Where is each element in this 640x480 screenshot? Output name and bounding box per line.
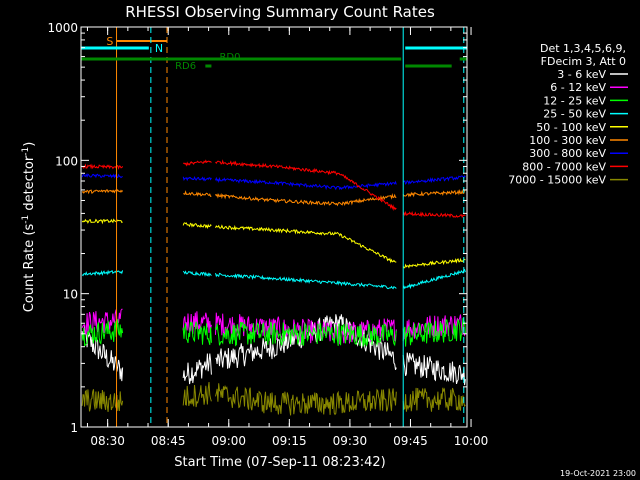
y-label-sup-1: -1	[21, 215, 31, 224]
series-line-4	[182, 270, 212, 278]
y-axis-ticks: 1 10 100 1000	[47, 21, 467, 435]
annotation-overlays: S N RD0 RD6	[81, 27, 467, 427]
series-line-6	[183, 190, 212, 197]
series-line-2	[402, 314, 466, 340]
legend-label-3: 12 - 25 keV	[543, 94, 606, 107]
x-axis-label: Start Time (07-Sep-11 08:23:42)	[174, 455, 385, 470]
series-line-2	[182, 311, 212, 334]
y-tick-label: 1	[70, 421, 78, 435]
series-line-8	[402, 210, 466, 219]
legend-label-8: 800 - 7000 keV	[522, 160, 606, 173]
series-line-1	[81, 325, 124, 382]
y-label-part-1: Count Rate (s	[22, 224, 37, 313]
series-line-3	[81, 319, 124, 347]
series-line-7	[215, 176, 397, 191]
legend-label-9: 7000 - 15000 keV	[508, 174, 606, 187]
legend-label-7: 300 - 800 keV	[529, 147, 606, 160]
chart-title: RHESSI Observing Summary Count Rates	[125, 3, 435, 21]
series-line-7	[403, 175, 466, 186]
rd6-label: RD6	[175, 61, 196, 72]
series-line-5	[402, 257, 466, 269]
series-line-9	[81, 389, 124, 412]
y-tick-label: 1000	[47, 21, 78, 35]
legend-label-4: 25 - 50 keV	[543, 108, 606, 121]
series-line-9	[215, 383, 397, 416]
x-tick-label: 08:30	[90, 434, 125, 448]
y-tick-label: 10	[63, 288, 78, 302]
saa-label: S	[106, 35, 113, 48]
legend-label-1: 3 - 6 keV	[557, 68, 606, 81]
legend-label-6: 100 - 300 keV	[529, 134, 606, 147]
legend-header-line-2: FDecim 3, Att 0	[541, 55, 626, 68]
series-line-4	[215, 272, 397, 290]
x-tick-label: 09:30	[333, 434, 368, 448]
series-line-8	[215, 159, 397, 211]
series-line-6	[81, 188, 124, 195]
series-line-3	[182, 321, 212, 346]
series-line-6	[215, 192, 397, 207]
y-label-sup-2: -1	[21, 147, 31, 156]
series-line-3	[215, 321, 397, 348]
footer-date: 19-Oct-2021 23:00	[560, 469, 636, 478]
legend-label-5: 50 - 100 keV	[536, 121, 606, 134]
x-tick-label: 08:45	[151, 434, 186, 448]
series-line-4	[81, 269, 124, 277]
series-line-5	[182, 222, 212, 230]
series-line-5	[81, 218, 123, 225]
y-label-part-3: )	[22, 142, 37, 147]
legend: Det 1,3,4,5,6,9, FDecim 3, Att 0 3 - 6 k…	[508, 42, 628, 187]
series-line-9	[182, 381, 212, 408]
series-line-8	[182, 159, 212, 167]
x-tick-label: 10:00	[454, 434, 489, 448]
series-line-5	[215, 224, 397, 264]
series-line-2	[81, 308, 123, 335]
series-line-6	[402, 189, 466, 198]
axes-frame	[80, 26, 468, 428]
series-line-8	[81, 163, 124, 170]
series-line-3	[402, 318, 466, 347]
series-lines	[81, 159, 466, 416]
rd0-label: RD0	[219, 52, 240, 63]
x-tick-label: 09:00	[211, 434, 246, 448]
series-line-4	[402, 268, 466, 290]
night-label: N	[155, 42, 163, 55]
series-line-7	[81, 173, 123, 179]
y-axis-label: Count Rate (s-1 detector-1)	[21, 142, 37, 313]
y-tick-label: 100	[55, 154, 78, 168]
legend-header-line-1: Det 1,3,4,5,6,9,	[540, 42, 626, 55]
x-axis-ticks: 08:30 08:45 09:00 09:15 09:30 09:45 10:00	[86, 27, 489, 448]
legend-label-2: 6 - 12 keV	[550, 81, 606, 94]
series-line-9	[402, 387, 466, 412]
x-tick-label: 09:45	[393, 434, 428, 448]
y-label-part-2: detector	[22, 155, 37, 215]
plot-area: S N RD0 RD6 1 10 100 1000 08:30 08:45 09:00 09:15…	[47, 21, 488, 448]
series-line-1	[182, 353, 212, 385]
x-tick-label: 09:15	[272, 434, 307, 448]
series-line-7	[182, 176, 212, 182]
series-line-1	[402, 352, 466, 386]
